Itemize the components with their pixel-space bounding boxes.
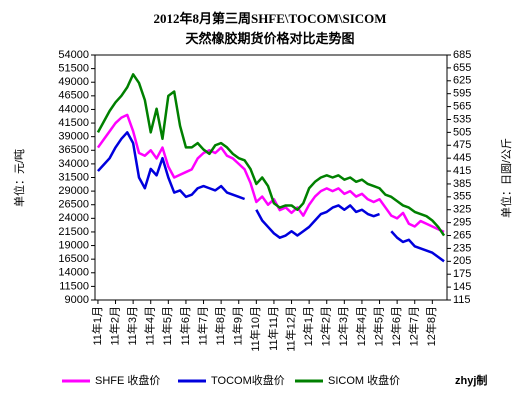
annotation: zhyj制 — [455, 373, 487, 387]
y-tick-label: 54000 — [58, 49, 89, 61]
y-tick-label: 44000 — [58, 103, 89, 115]
y2-tick-label: 265 — [453, 229, 471, 241]
y-tick-label: 24000 — [58, 212, 89, 224]
y-tick-label: 21500 — [58, 226, 89, 238]
y-tick-label: 51500 — [58, 63, 89, 75]
x-tick-label: 11年5月 — [160, 306, 174, 346]
x-tick-label: 12年2月 — [319, 306, 333, 346]
x-tick-label: 11年9月 — [231, 306, 245, 346]
y2-tick-label: 295 — [453, 217, 471, 229]
y-tick-label: 36500 — [58, 144, 89, 156]
y-tick-label: 26500 — [58, 199, 89, 211]
y-tick-label: 14000 — [58, 267, 89, 279]
y2-tick-label: 595 — [453, 88, 471, 100]
x-tick-label: 12年4月 — [354, 306, 368, 346]
x-tick-label: 11年4月 — [143, 306, 157, 346]
y2-tick-label: 235 — [453, 242, 471, 254]
y-tick-label: 49000 — [58, 76, 89, 88]
y-tick-label: 46500 — [58, 90, 89, 102]
x-tick-label: 12年3月 — [336, 306, 350, 346]
y-tick-label: 9000 — [65, 294, 89, 306]
y2-tick-label: 325 — [453, 204, 471, 216]
y-tick-label: 39000 — [58, 131, 89, 143]
y2-tick-label: 565 — [453, 100, 471, 112]
series-line — [96, 73, 446, 237]
y2-tick-label: 475 — [453, 139, 471, 151]
x-tick-label: 12年5月 — [371, 306, 385, 346]
x-tick-label: 12年1月 — [301, 306, 315, 346]
y2-tick-label: 535 — [453, 113, 471, 125]
x-tick-label: 11年11月 — [266, 306, 280, 351]
x-tick-label: 11年10月 — [248, 306, 262, 352]
series-line — [96, 113, 445, 234]
legend-label: TOCOM收盘价 — [211, 373, 285, 387]
y2-tick-label: 655 — [453, 62, 471, 74]
x-tick-label: 12年6月 — [389, 306, 403, 346]
y2-tick-label: 625 — [453, 75, 471, 87]
y2-tick-label: 415 — [453, 165, 471, 177]
y-tick-label: 34000 — [58, 158, 89, 170]
x-tick-label: 11年3月 — [125, 306, 139, 346]
x-tick-label: 11年12月 — [283, 306, 297, 352]
y-tick-label: 16500 — [58, 253, 89, 265]
x-tick-label: 11年7月 — [195, 306, 209, 346]
y2-tick-label: 145 — [453, 281, 471, 293]
chart-title: 2012年8月第三周SHFE\TOCOM\SICOM — [153, 11, 386, 26]
y2-tick-label: 385 — [453, 178, 471, 190]
y-tick-label: 11500 — [59, 280, 89, 292]
legend-label: SICOM 收盘价 — [328, 373, 400, 387]
x-tick-label: 11年1月 — [90, 306, 104, 346]
y2-axis-label: 单位：日圆/公斤 — [499, 138, 513, 218]
x-tick-label: 12年8月 — [424, 306, 438, 346]
y2-tick-label: 175 — [453, 268, 471, 280]
x-tick-label: 12年7月 — [407, 306, 421, 346]
series-line — [97, 131, 445, 263]
x-tick-label: 11年8月 — [213, 306, 227, 346]
y2-tick-label: 505 — [453, 126, 471, 138]
chart-subtitle: 天然橡胶期货价格对比走势图 — [185, 31, 354, 46]
y2-tick-label: 205 — [453, 255, 471, 267]
y-axis-label: 单位：元/吨 — [12, 149, 26, 207]
y-tick-label: 29000 — [58, 185, 89, 197]
y-tick-label: 31500 — [58, 171, 89, 183]
y-tick-label: 41500 — [58, 117, 89, 129]
x-tick-label: 11年2月 — [107, 306, 121, 346]
y2-tick-label: 355 — [453, 191, 471, 203]
y2-tick-label: 115 — [453, 294, 471, 306]
legend-label: SHFE 收盘价 — [95, 373, 160, 387]
x-tick-label: 11年6月 — [178, 306, 192, 346]
y2-tick-label: 685 — [453, 49, 471, 61]
y2-tick-label: 445 — [453, 152, 471, 164]
y-tick-label: 19000 — [58, 239, 89, 251]
